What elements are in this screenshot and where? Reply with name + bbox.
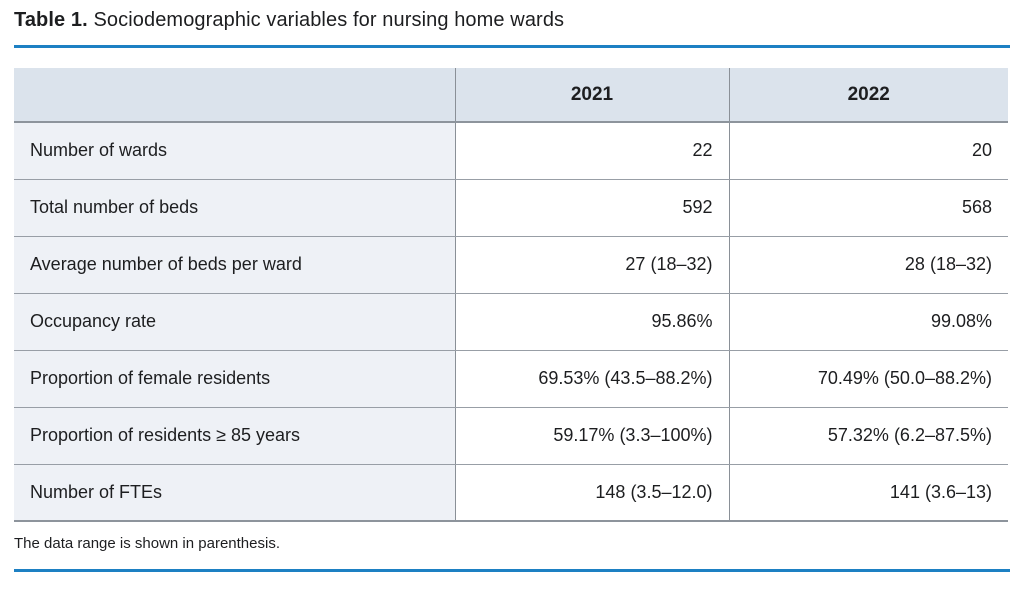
table-row: Proportion of residents ≥ 85 years 59.17… bbox=[14, 407, 1008, 465]
sociodemographic-table: 2021 2022 Number of wards 22 20 Total nu… bbox=[14, 68, 1008, 522]
value-cell-2021: 69.53% (43.5–88.2%) bbox=[455, 350, 730, 408]
table-header: 2021 2022 bbox=[14, 68, 1008, 123]
row-label-cell: Proportion of female residents bbox=[14, 350, 456, 408]
top-divider bbox=[14, 45, 1010, 48]
header-cell-2022: 2022 bbox=[729, 68, 1008, 123]
row-label-cell: Proportion of residents ≥ 85 years bbox=[14, 407, 456, 465]
table-title-label: Table 1. bbox=[14, 9, 88, 31]
value-cell-2021: 59.17% (3.3–100%) bbox=[455, 407, 730, 465]
table-row: Number of wards 22 20 bbox=[14, 122, 1008, 180]
value-cell-2022: 28 (18–32) bbox=[729, 236, 1008, 294]
value-cell-2022: 57.32% (6.2–87.5%) bbox=[729, 407, 1008, 465]
value-cell-2022: 141 (3.6–13) bbox=[729, 464, 1008, 522]
row-label-cell: Average number of beds per ward bbox=[14, 236, 456, 294]
header-row: 2021 2022 bbox=[14, 68, 1008, 123]
table-row: Total number of beds 592 568 bbox=[14, 179, 1008, 237]
header-cell-2021: 2021 bbox=[455, 68, 730, 123]
table-footnote: The data range is shown in parenthesis. bbox=[14, 535, 280, 552]
value-cell-2022: 70.49% (50.0–88.2%) bbox=[729, 350, 1008, 408]
row-label-cell: Occupancy rate bbox=[14, 293, 456, 351]
value-cell-2022: 568 bbox=[729, 179, 1008, 237]
table-body: Number of wards 22 20 Total number of be… bbox=[14, 122, 1008, 522]
table-title-text: Sociodemographic variables for nursing h… bbox=[87, 9, 565, 31]
document-page: Table 1. Sociodemographic variables for … bbox=[14, 9, 1010, 572]
header-cell-blank bbox=[14, 68, 456, 123]
value-cell-2021: 148 (3.5–12.0) bbox=[455, 464, 730, 522]
table-row: Number of FTEs 148 (3.5–12.0) 141 (3.6–1… bbox=[14, 464, 1008, 522]
value-cell-2021: 27 (18–32) bbox=[455, 236, 730, 294]
table-row: Occupancy rate 95.86% 99.08% bbox=[14, 293, 1008, 351]
value-cell-2022: 99.08% bbox=[729, 293, 1008, 351]
bottom-divider bbox=[14, 569, 1010, 572]
value-cell-2021: 22 bbox=[455, 122, 730, 180]
row-label-cell: Number of wards bbox=[14, 122, 456, 180]
row-label-cell: Total number of beds bbox=[14, 179, 456, 237]
value-cell-2021: 592 bbox=[455, 179, 730, 237]
table-row: Average number of beds per ward 27 (18–3… bbox=[14, 236, 1008, 294]
table-title: Table 1. Sociodemographic variables for … bbox=[14, 9, 1010, 32]
value-cell-2022: 20 bbox=[729, 122, 1008, 180]
row-label-cell: Number of FTEs bbox=[14, 464, 456, 522]
table-row: Proportion of female residents 69.53% (4… bbox=[14, 350, 1008, 408]
value-cell-2021: 95.86% bbox=[455, 293, 730, 351]
